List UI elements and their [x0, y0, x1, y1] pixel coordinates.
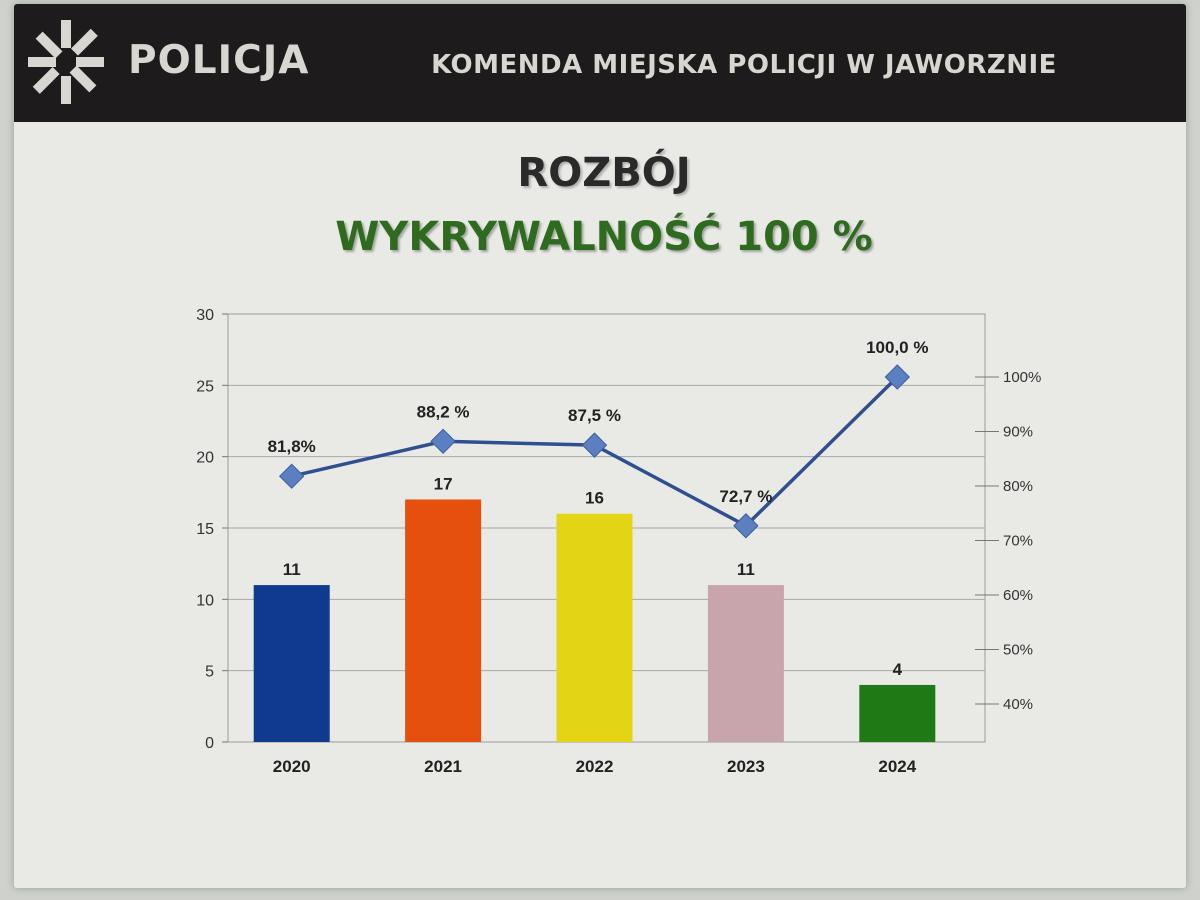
agency-name: KOMENDA MIEJSKA POLICJI W JAWORZNIE — [431, 50, 1057, 80]
bar-value-label: 4 — [893, 660, 903, 679]
bar-2020 — [253, 585, 330, 742]
y2-tick-label: 40% — [1003, 696, 1033, 713]
x-category-label: 2021 — [424, 757, 462, 776]
rate-point-label: 88,2 % — [417, 402, 470, 421]
y2-tick-label: 80% — [1003, 478, 1033, 495]
bar-value-label: 11 — [283, 560, 301, 579]
bar-value-label: 16 — [585, 489, 604, 508]
slide-title: ROZBÓJ — [517, 150, 691, 196]
x-category-label: 2023 — [727, 757, 765, 776]
y-tick-label: 0 — [205, 735, 214, 752]
header-bar: POLICJA KOMENDA MIEJSKA POLICJI W JAWORZ… — [14, 4, 1186, 122]
y2-tick-label: 50% — [1003, 642, 1033, 659]
y2-tick-label: 60% — [1003, 587, 1033, 604]
y-tick-label: 20 — [196, 450, 214, 467]
y2-tick-label: 90% — [1003, 424, 1033, 441]
y-tick-label: 15 — [196, 521, 214, 538]
bar-2023 — [707, 585, 784, 742]
y-tick-label: 25 — [196, 378, 214, 395]
rate-point-2021 — [430, 428, 456, 455]
rate-point-2024 — [884, 364, 911, 390]
x-category-label: 2020 — [273, 757, 311, 776]
y-tick-label: 30 — [196, 307, 214, 324]
bar-value-label: 11 — [737, 560, 755, 579]
x-category-label: 2024 — [878, 757, 916, 776]
rate-point-label: 87,5 % — [568, 406, 621, 425]
y-tick-label: 5 — [205, 664, 214, 681]
y2-tick-label: 70% — [1003, 533, 1033, 550]
y2-tick-label: 100% — [1003, 369, 1041, 386]
y-tick-label: 10 — [196, 592, 214, 609]
x-category-label: 2022 — [576, 757, 614, 776]
police-star-logo — [28, 20, 104, 104]
bar-value-label: 17 — [434, 474, 453, 493]
rate-point-label: 72,7 % — [719, 487, 772, 506]
rate-point-label: 81,8% — [268, 437, 316, 456]
rate-point-label: 100,0 % — [866, 338, 928, 357]
rate-point-2020 — [278, 463, 305, 489]
brand-name: POLICJA — [128, 38, 310, 83]
bar-2022 — [556, 513, 633, 742]
slide-subtitle: WYKRYWALNOŚĆ 100 % — [335, 214, 873, 260]
rate-point-2023 — [733, 513, 759, 539]
rate-point-2022 — [581, 432, 608, 458]
bar-2024 — [859, 684, 936, 742]
bar-2021 — [405, 499, 482, 742]
